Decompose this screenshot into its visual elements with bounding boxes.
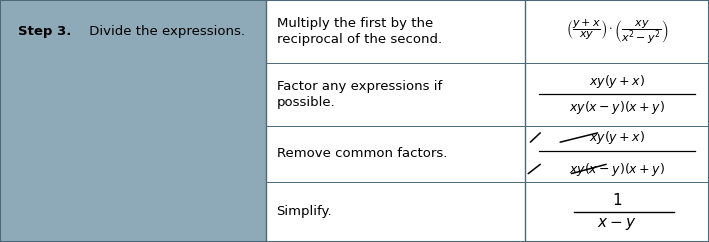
- Text: $\left(\dfrac{y+x}{xy}\right)\cdot\left(\dfrac{xy}{x^2-y^2}\right)$: $\left(\dfrac{y+x}{xy}\right)\cdot\left(…: [566, 17, 668, 45]
- Text: Remove common factors.: Remove common factors.: [277, 147, 447, 160]
- Text: Multiply the first by the
reciprocal of the second.: Multiply the first by the reciprocal of …: [277, 17, 442, 46]
- Text: $1$: $1$: [612, 192, 622, 208]
- Text: Factor any expressions if
possible.: Factor any expressions if possible.: [277, 80, 442, 109]
- Text: $xy(x-y)(x+y)$: $xy(x-y)(x+y)$: [569, 99, 665, 116]
- Text: Step 3.: Step 3.: [18, 25, 71, 38]
- Text: Divide the expressions.: Divide the expressions.: [85, 25, 245, 38]
- Text: $x-y$: $x-y$: [597, 216, 637, 232]
- FancyBboxPatch shape: [0, 0, 266, 242]
- Text: $xy(x-y)(x+y)$: $xy(x-y)(x+y)$: [569, 161, 665, 178]
- Text: Simplify.: Simplify.: [277, 205, 332, 218]
- Text: $xy(y+x)$: $xy(y+x)$: [589, 129, 644, 146]
- Text: $xy(y+x)$: $xy(y+x)$: [589, 73, 644, 90]
